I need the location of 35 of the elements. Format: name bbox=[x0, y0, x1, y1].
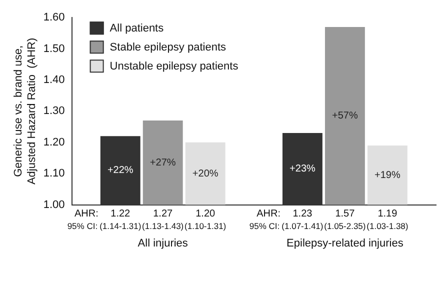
data-label: 1.23 bbox=[292, 208, 313, 220]
text: AHR: bbox=[74, 208, 98, 220]
data-label: 1.57 bbox=[335, 208, 356, 220]
data-label: 1.19 bbox=[378, 208, 398, 220]
x-tick-label: Epilepsy-related injuries bbox=[286, 237, 404, 250]
text: (1.13-1.43) bbox=[142, 221, 184, 232]
y-tick-label: 1.10 bbox=[43, 168, 65, 180]
y-tick-label: 1.00 bbox=[43, 198, 65, 211]
text: (1.07-1.41) bbox=[282, 221, 324, 232]
y-axis-title: Generic use vs. brand use, Adjusted Hazard Ratio (AHR) bbox=[12, 38, 38, 185]
data-label: 1.27 bbox=[153, 208, 174, 220]
text: 95% CI: bbox=[249, 221, 280, 232]
annotation: +27% bbox=[150, 157, 176, 168]
text: (1.03-1.38) bbox=[366, 221, 408, 232]
annotation: +57% bbox=[332, 110, 358, 122]
data-label: 1.22 bbox=[110, 208, 131, 220]
x-tick-label: All injuries bbox=[138, 237, 188, 250]
y-tick-label: 1.30 bbox=[43, 105, 65, 118]
text: (1.14-1.31) bbox=[100, 221, 142, 232]
text: AHR: bbox=[256, 208, 280, 220]
text: (1.10-1.31) bbox=[184, 221, 226, 232]
annotation: +19% bbox=[374, 170, 400, 181]
annotation: +20% bbox=[192, 168, 218, 180]
text: 95% CI: bbox=[67, 221, 98, 232]
data-label: 1.20 bbox=[196, 208, 216, 220]
annotation: +23% bbox=[290, 164, 316, 175]
y-tick-label: 1.60 bbox=[43, 12, 65, 24]
y-tick-label: 1.20 bbox=[43, 136, 65, 148]
legend-label: Unstable epilepsy patients bbox=[110, 60, 239, 73]
legend-label: Stable epilepsy patients bbox=[110, 42, 226, 54]
text: (1.05-2.35) bbox=[324, 221, 366, 232]
annotation: +22% bbox=[107, 165, 134, 176]
y-tick-label: 1.50 bbox=[43, 42, 65, 55]
y-tick-label: 1.40 bbox=[43, 74, 65, 86]
legend-label: All patients bbox=[110, 22, 164, 35]
